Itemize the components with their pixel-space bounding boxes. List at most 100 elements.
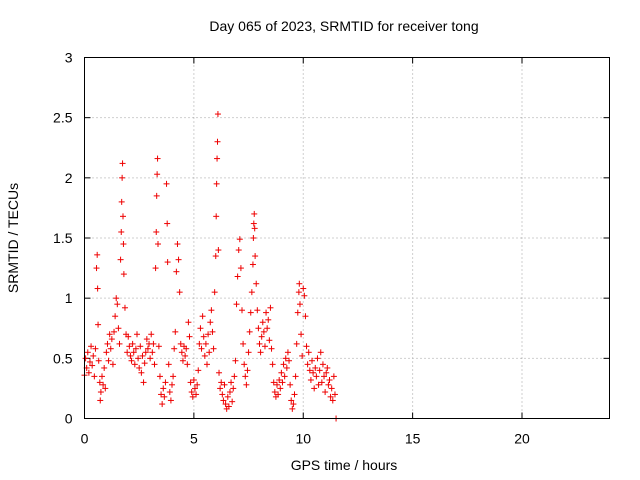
data-point xyxy=(241,361,248,368)
x-axis-label: GPS time / hours xyxy=(291,457,398,473)
data-point xyxy=(231,373,238,380)
data-point xyxy=(186,333,193,340)
data-point xyxy=(214,111,221,118)
data-point xyxy=(197,325,204,332)
data-point xyxy=(301,292,308,299)
data-point xyxy=(107,345,114,352)
data-point xyxy=(183,345,190,352)
x-tick-label: 15 xyxy=(405,431,421,447)
data-point xyxy=(164,259,171,266)
data-point xyxy=(226,389,233,396)
data-point xyxy=(225,403,232,410)
data-point xyxy=(137,343,144,350)
data-point xyxy=(121,304,128,311)
data-point xyxy=(237,265,244,272)
data-point xyxy=(319,361,326,368)
data-point xyxy=(131,361,138,368)
data-point xyxy=(243,381,250,388)
data-point xyxy=(134,331,140,338)
y-tick-label: 3 xyxy=(65,50,73,66)
data-point xyxy=(310,369,317,376)
data-point xyxy=(251,210,258,217)
data-point xyxy=(128,357,135,364)
data-point xyxy=(281,373,288,380)
data-point xyxy=(244,367,251,374)
data-point xyxy=(92,345,99,352)
data-point xyxy=(106,331,113,338)
data-point xyxy=(103,349,110,356)
data-point xyxy=(202,340,209,347)
data-point xyxy=(116,340,123,347)
data-point xyxy=(236,236,243,243)
data-point xyxy=(217,385,224,392)
data-point xyxy=(198,345,205,352)
data-point xyxy=(156,373,163,380)
data-point xyxy=(163,180,170,187)
data-point xyxy=(220,397,227,404)
data-point xyxy=(207,319,214,326)
data-point xyxy=(185,319,192,326)
data-point xyxy=(299,352,306,359)
data-point xyxy=(172,328,179,335)
data-point xyxy=(158,391,165,398)
data-point xyxy=(239,307,245,314)
data-point xyxy=(215,247,222,254)
data-point xyxy=(100,381,107,388)
data-point xyxy=(274,381,280,388)
data-point xyxy=(155,343,162,350)
data-point xyxy=(135,355,142,362)
data-point xyxy=(327,393,334,400)
data-point xyxy=(187,379,194,386)
y-tick-label: 0 xyxy=(65,411,73,427)
data-point xyxy=(261,343,268,350)
data-point xyxy=(286,357,293,364)
grid xyxy=(84,57,610,419)
data-point xyxy=(309,357,315,364)
data-point xyxy=(142,349,149,356)
data-point xyxy=(315,381,322,388)
data-point xyxy=(252,253,259,260)
data-point xyxy=(209,328,216,335)
data-point xyxy=(212,253,219,260)
data-point xyxy=(90,352,97,359)
data-point xyxy=(316,367,323,374)
data-point xyxy=(240,340,247,347)
data-point xyxy=(251,225,258,232)
data-point xyxy=(298,331,305,338)
data-point xyxy=(205,331,212,338)
data-point xyxy=(153,228,160,235)
data-point xyxy=(138,369,145,376)
data-point xyxy=(97,397,104,404)
x-tick-label: 10 xyxy=(295,431,311,447)
data-point xyxy=(200,333,207,340)
data-point xyxy=(210,345,217,352)
data-point xyxy=(161,393,168,400)
data-point xyxy=(190,376,197,383)
data-point xyxy=(214,138,221,145)
data-point xyxy=(120,213,126,220)
data-point xyxy=(249,261,256,268)
data-point xyxy=(229,398,236,405)
data-point xyxy=(93,265,100,272)
data-point xyxy=(307,376,314,383)
data-point xyxy=(275,391,282,398)
data-point xyxy=(176,289,183,296)
data-point xyxy=(222,401,229,408)
data-point xyxy=(314,355,321,362)
data-point xyxy=(287,381,294,388)
data-point xyxy=(253,280,260,287)
data-point xyxy=(195,367,202,374)
data-point xyxy=(155,241,161,248)
chart-title: Day 065 of 2023, SRMTID for receiver ton… xyxy=(209,18,478,34)
data-point xyxy=(151,361,158,368)
data-point xyxy=(221,381,228,388)
data-point xyxy=(219,391,226,398)
data-point xyxy=(127,352,134,359)
data-point xyxy=(255,325,262,332)
data-point xyxy=(265,316,272,323)
data-point xyxy=(303,343,310,350)
data-point xyxy=(201,352,208,359)
data-point xyxy=(91,373,98,380)
data-point xyxy=(119,174,126,181)
